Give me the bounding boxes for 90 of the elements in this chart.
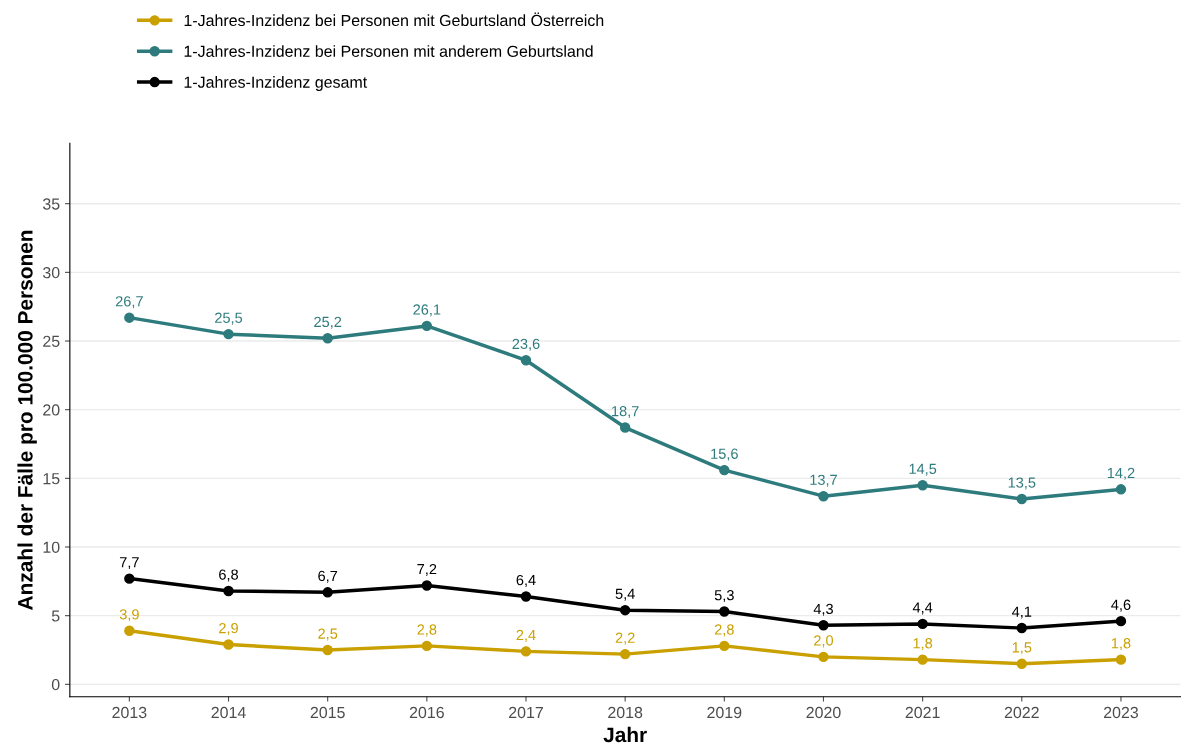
point [124,625,135,636]
point [619,648,631,660]
data-label: 2,8 [417,624,437,637]
data-label: 13,7 [810,474,837,487]
y-tick-label: 20 [43,404,60,416]
data-label: 3,9 [119,609,139,622]
data-label: 26,7 [115,296,143,309]
data-label: 6,7 [318,570,338,583]
legend-label: 1-Jahres-Inzidenz bei Personen mit anderem Geburtsland [184,45,593,57]
data-label: 25,5 [215,312,243,325]
data-label: 1,8 [1111,638,1131,651]
data-label: 1,5 [1012,642,1032,655]
data-label: 6,8 [219,569,239,582]
y-tick-label: 10 [43,541,60,553]
point [124,573,135,584]
data-label: 13,5 [1008,477,1036,490]
y-tick-label: 15 [43,473,60,485]
y-tick-label: 30 [42,266,60,279]
point [223,328,234,340]
x-axis-title: Jahr [603,726,647,743]
data-label: 18,7 [612,405,639,419]
x-tick-label: 2014 [211,706,246,719]
data-label: 4,3 [813,603,833,616]
point [223,639,234,650]
point [1016,493,1028,505]
data-label: 2,5 [318,628,338,641]
point [818,490,829,502]
x-tick-label: 2015 [310,706,345,719]
data-label: 5,4 [615,588,635,601]
point [619,604,631,616]
point [818,620,829,631]
data-label: 2,4 [516,629,536,642]
x-tick-label: 2017 [509,706,543,719]
y-tick-label: 25 [43,335,60,347]
data-label: 6,4 [516,574,536,587]
data-label: 14,5 [909,463,937,476]
x-tick-label: 2023 [1103,706,1139,719]
point [1016,658,1028,669]
data-label: 4,1 [1011,606,1032,619]
data-label: 2,2 [615,632,635,645]
point [1016,622,1028,634]
point [124,312,135,323]
y-tick-label: 5 [51,610,60,622]
data-label: 4,6 [1111,599,1131,612]
data-label: 2,8 [714,624,734,637]
legend-label: 1-Jahres-Inzidenz gesamt [184,76,368,91]
point [520,355,532,366]
x-tick-label: 2021 [905,706,940,719]
point [421,320,433,332]
point [917,618,928,630]
x-tick-label: 2022 [1004,706,1039,719]
data-label: 2,0 [814,635,834,648]
point [619,422,631,433]
y-tick-label: 35 [42,198,60,210]
data-label: 4,4 [912,602,933,615]
point [719,640,730,652]
point [520,591,532,602]
data-label: 15,6 [711,448,738,461]
x-tick-label: 2013 [112,706,147,719]
y-tick-label: 0 [51,678,60,691]
x-tick-label: 2016 [409,706,444,719]
legend-label: 1-Jahres-Inzidenz bei Personen mit Geburtsland Österreich [184,12,604,27]
y-axis-title: Anzahl der Fälle pro 100.000 Personen [17,230,37,610]
point [421,640,433,652]
point [322,587,333,598]
x-tick-label: 2018 [608,706,643,719]
data-label: 1,8 [913,638,933,651]
data-label: 26,1 [413,304,441,317]
point [917,480,928,491]
point [818,651,829,663]
point [1115,484,1127,495]
point [1115,654,1127,665]
point [1115,615,1127,627]
point [719,464,730,476]
data-label: 7,7 [119,557,139,570]
data-label: 14,2 [1107,467,1135,480]
data-label: 25,2 [314,316,342,329]
data-label: 23,6 [512,338,540,351]
data-label: 5,3 [714,590,734,603]
data-label: 7,2 [417,563,437,576]
point [322,333,333,344]
point [520,646,532,657]
point [917,654,928,665]
x-tick-label: 2020 [806,706,841,719]
x-tick-label: 2019 [707,706,742,719]
point [421,580,433,591]
point [322,644,333,656]
point [719,606,730,617]
point [223,585,234,597]
data-label: 2,9 [219,622,238,636]
